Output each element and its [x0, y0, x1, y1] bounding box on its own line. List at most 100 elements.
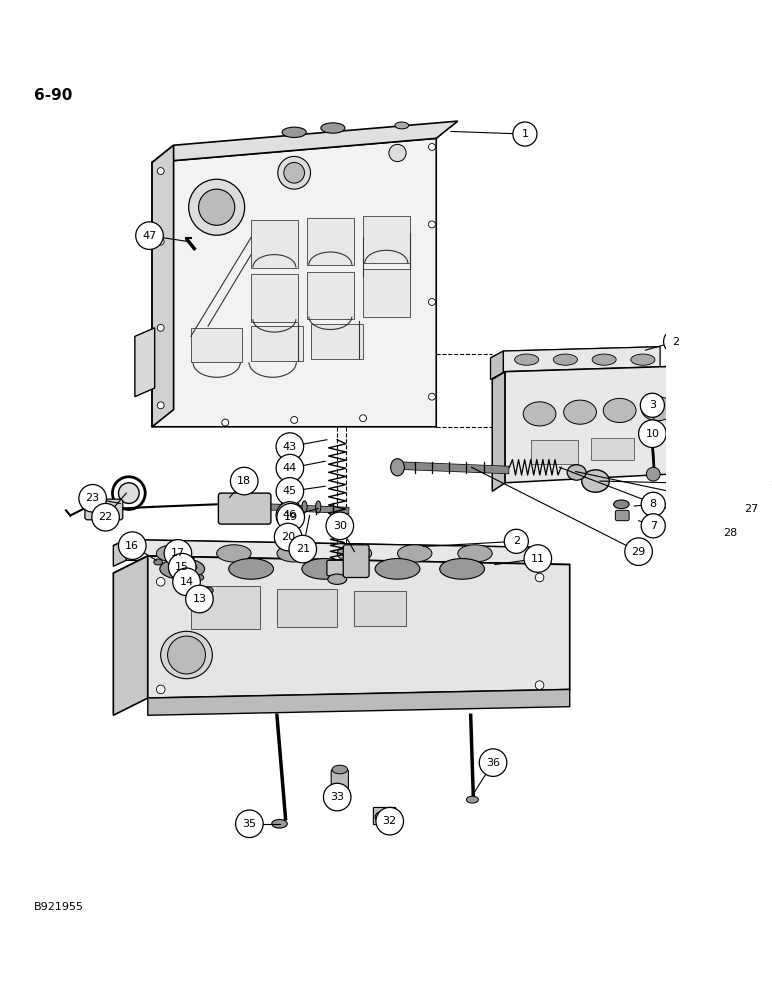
- Text: 2: 2: [672, 337, 679, 347]
- Ellipse shape: [440, 559, 485, 579]
- Text: 28: 28: [723, 528, 737, 538]
- Text: 1: 1: [521, 129, 528, 139]
- Ellipse shape: [284, 162, 304, 183]
- Ellipse shape: [592, 354, 616, 365]
- Circle shape: [428, 221, 435, 228]
- Circle shape: [479, 749, 507, 776]
- Circle shape: [291, 416, 297, 423]
- Circle shape: [276, 478, 303, 505]
- Circle shape: [276, 502, 303, 529]
- FancyBboxPatch shape: [191, 586, 259, 629]
- Circle shape: [136, 222, 163, 249]
- FancyBboxPatch shape: [363, 269, 411, 317]
- Circle shape: [323, 783, 351, 811]
- Ellipse shape: [567, 465, 586, 480]
- Ellipse shape: [332, 765, 347, 774]
- Ellipse shape: [321, 123, 345, 133]
- Text: 36: 36: [486, 758, 500, 768]
- Text: 16: 16: [125, 541, 139, 551]
- Circle shape: [289, 535, 317, 563]
- FancyBboxPatch shape: [191, 328, 242, 362]
- FancyBboxPatch shape: [251, 274, 299, 322]
- Text: 45: 45: [283, 486, 297, 496]
- Ellipse shape: [375, 559, 420, 579]
- Text: 14: 14: [179, 577, 194, 587]
- Circle shape: [276, 454, 303, 482]
- FancyBboxPatch shape: [218, 493, 271, 524]
- Text: 20: 20: [281, 532, 295, 542]
- Ellipse shape: [157, 545, 191, 562]
- Text: 26: 26: [770, 480, 772, 490]
- FancyBboxPatch shape: [591, 438, 635, 460]
- Text: 19: 19: [283, 512, 298, 522]
- Polygon shape: [127, 540, 540, 567]
- Circle shape: [638, 420, 666, 447]
- Text: 35: 35: [242, 819, 256, 829]
- Circle shape: [222, 419, 229, 426]
- Circle shape: [277, 503, 304, 531]
- Circle shape: [173, 568, 200, 596]
- Circle shape: [646, 467, 660, 481]
- Text: 17: 17: [171, 548, 185, 558]
- Ellipse shape: [582, 470, 609, 492]
- Ellipse shape: [277, 545, 311, 562]
- FancyBboxPatch shape: [363, 216, 411, 263]
- Circle shape: [428, 393, 435, 400]
- FancyBboxPatch shape: [374, 807, 396, 825]
- Ellipse shape: [398, 545, 432, 562]
- Text: 7: 7: [650, 521, 657, 531]
- Ellipse shape: [337, 545, 371, 562]
- Ellipse shape: [272, 819, 287, 828]
- Polygon shape: [505, 367, 669, 483]
- Circle shape: [274, 523, 302, 551]
- Circle shape: [376, 807, 404, 835]
- Circle shape: [185, 585, 213, 613]
- Ellipse shape: [278, 156, 310, 189]
- Circle shape: [157, 577, 165, 586]
- Ellipse shape: [179, 556, 195, 561]
- Circle shape: [642, 492, 665, 516]
- Text: 13: 13: [192, 594, 206, 604]
- Polygon shape: [152, 138, 436, 427]
- Ellipse shape: [642, 397, 674, 421]
- Polygon shape: [147, 556, 570, 698]
- Circle shape: [504, 529, 528, 553]
- FancyBboxPatch shape: [311, 324, 363, 359]
- Ellipse shape: [282, 127, 306, 137]
- Ellipse shape: [375, 811, 394, 823]
- Circle shape: [535, 681, 544, 689]
- Text: 21: 21: [296, 544, 310, 554]
- Polygon shape: [152, 121, 458, 162]
- Circle shape: [79, 485, 107, 512]
- Text: 15: 15: [175, 562, 189, 572]
- FancyBboxPatch shape: [85, 499, 123, 520]
- Ellipse shape: [466, 796, 479, 803]
- FancyBboxPatch shape: [307, 218, 354, 265]
- Circle shape: [168, 636, 205, 674]
- Polygon shape: [152, 145, 174, 427]
- Ellipse shape: [328, 574, 347, 584]
- Circle shape: [157, 238, 164, 245]
- Text: 29: 29: [631, 547, 645, 557]
- Text: 22: 22: [99, 512, 113, 522]
- FancyBboxPatch shape: [307, 272, 354, 319]
- Circle shape: [276, 433, 303, 460]
- Text: 46: 46: [283, 510, 297, 520]
- Polygon shape: [490, 347, 660, 358]
- Ellipse shape: [217, 545, 251, 562]
- Ellipse shape: [603, 398, 636, 423]
- Circle shape: [513, 122, 537, 146]
- Text: 8: 8: [650, 499, 657, 509]
- FancyBboxPatch shape: [354, 591, 406, 626]
- Text: 32: 32: [383, 816, 397, 826]
- Ellipse shape: [188, 179, 245, 235]
- Ellipse shape: [554, 354, 577, 365]
- FancyBboxPatch shape: [251, 326, 303, 361]
- Polygon shape: [113, 540, 127, 566]
- Polygon shape: [113, 556, 570, 581]
- Text: 11: 11: [531, 554, 545, 564]
- Ellipse shape: [195, 574, 204, 581]
- Ellipse shape: [302, 559, 347, 579]
- FancyBboxPatch shape: [615, 510, 629, 521]
- Circle shape: [168, 553, 196, 581]
